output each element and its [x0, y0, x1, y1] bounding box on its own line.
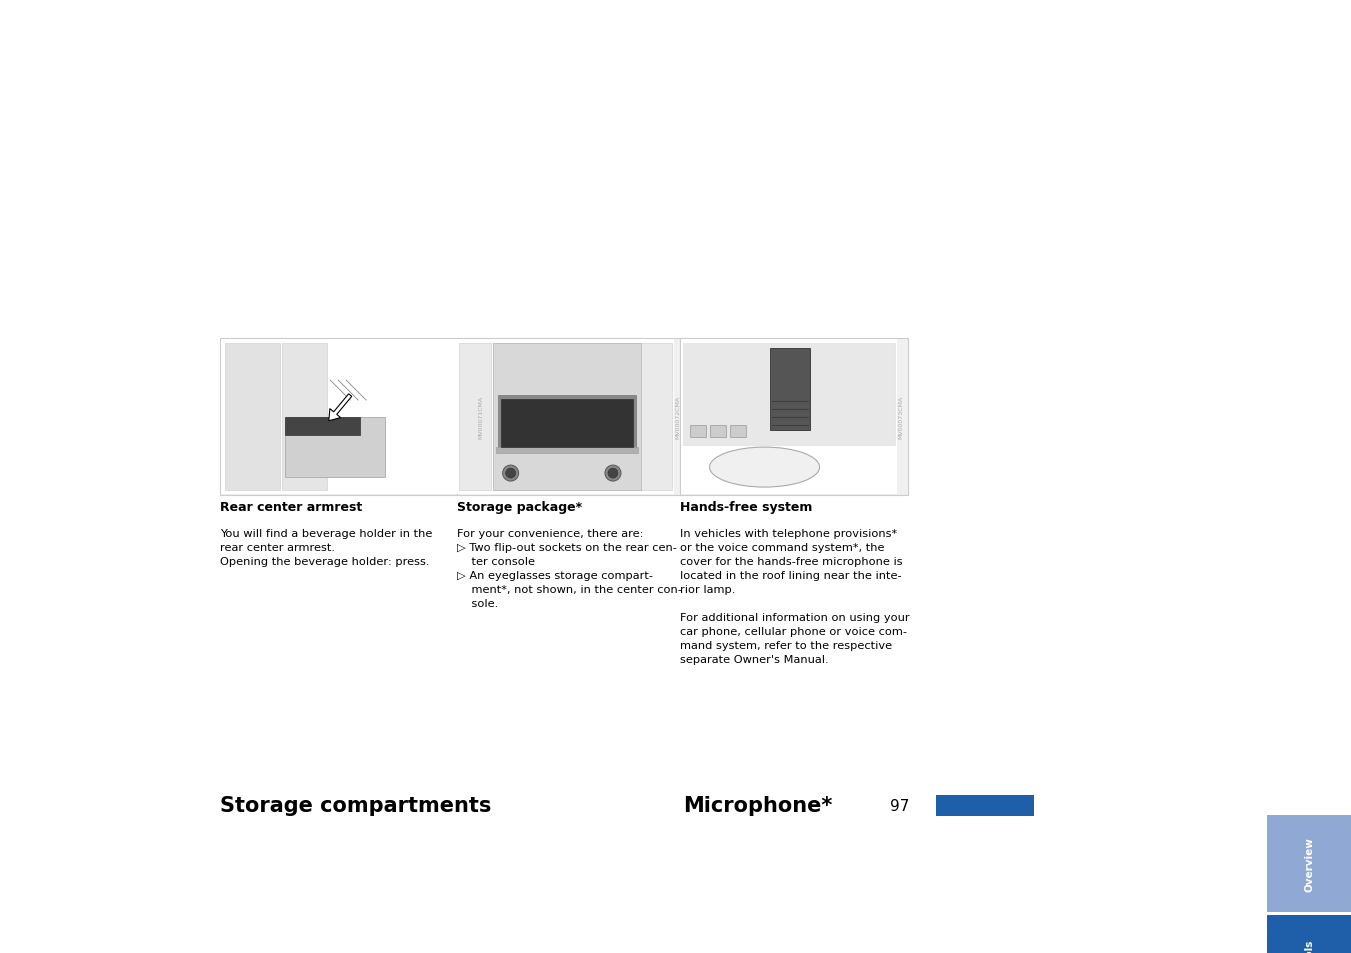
Bar — [457, 338, 685, 496]
Bar — [936, 795, 1034, 816]
Circle shape — [505, 469, 516, 478]
Circle shape — [605, 466, 621, 481]
Text: Rear center armrest: Rear center armrest — [220, 500, 362, 514]
Bar — [730, 426, 746, 437]
Bar — [497, 395, 636, 451]
Bar — [226, 343, 280, 491]
Text: Overview: Overview — [1304, 836, 1315, 891]
Text: Storage package*: Storage package* — [457, 500, 582, 514]
Bar — [640, 343, 671, 491]
Bar — [501, 399, 634, 448]
Text: For your convenience, there are:
▷ Two flip-out sockets on the rear cen-
    ter: For your convenience, there are: ▷ Two f… — [457, 529, 681, 609]
Circle shape — [608, 469, 617, 478]
Bar — [1267, 915, 1351, 953]
Bar — [285, 417, 385, 477]
Circle shape — [503, 466, 519, 481]
Bar — [680, 338, 908, 496]
Text: Hands-free system: Hands-free system — [680, 500, 812, 514]
Ellipse shape — [709, 448, 820, 488]
Text: Controls: Controls — [1304, 939, 1315, 953]
Text: 97: 97 — [890, 798, 909, 813]
Bar — [282, 343, 327, 491]
Bar — [496, 448, 638, 454]
Text: You will find a beverage holder in the
rear center armrest.
Opening the beverage: You will find a beverage holder in the r… — [220, 529, 432, 567]
Text: Storage compartments: Storage compartments — [220, 796, 492, 815]
Text: Microphone*: Microphone* — [684, 796, 834, 815]
Bar — [220, 338, 488, 496]
Text: In vehicles with telephone provisions*
or the voice command system*, the
cover f: In vehicles with telephone provisions* o… — [680, 529, 909, 665]
Bar — [709, 426, 725, 437]
Bar — [682, 343, 894, 446]
Bar — [458, 343, 490, 491]
Bar — [285, 417, 361, 436]
FancyArrow shape — [328, 395, 351, 421]
Text: MV00072CMA: MV00072CMA — [676, 395, 681, 438]
Text: MV00073CMA: MV00073CMA — [898, 395, 904, 438]
Text: MV00071CMA: MV00071CMA — [478, 395, 484, 438]
Bar — [493, 343, 640, 491]
Bar — [1267, 815, 1351, 912]
Bar — [222, 339, 477, 495]
Bar — [681, 339, 897, 495]
Bar — [458, 339, 674, 495]
Bar — [770, 348, 809, 431]
Bar — [689, 426, 705, 437]
